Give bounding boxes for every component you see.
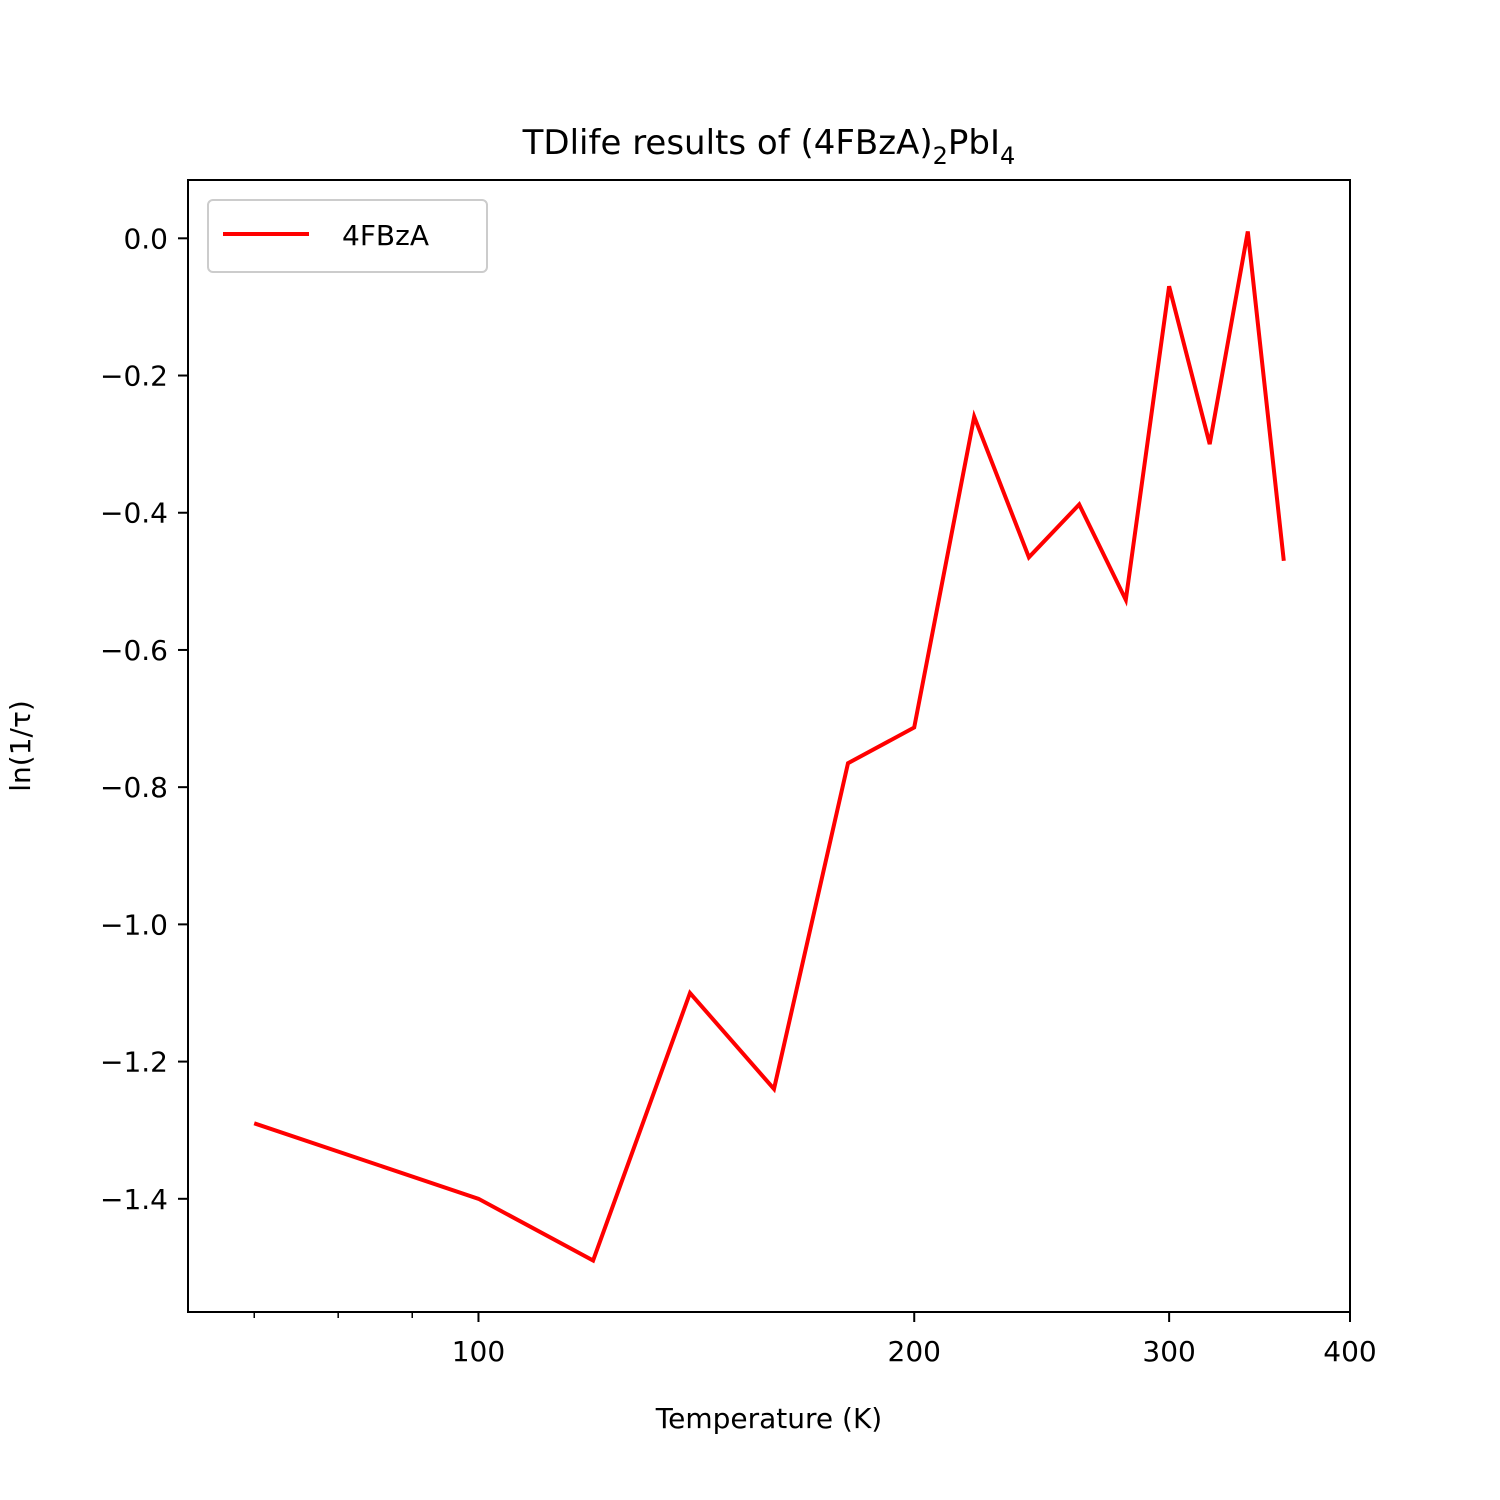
y-axis-ticks: 0.0 −0.2 −0.4 −0.6 −0.8 −1.0 −1.2 −1.4 [100, 222, 188, 1216]
x-tick-label: 300 [1142, 1335, 1195, 1368]
legend-label-4fbza: 4FBzA [342, 219, 429, 252]
y-tick-label: −0.8 [100, 771, 168, 804]
x-tick-label: 200 [888, 1335, 941, 1368]
y-tick-label: −1.4 [100, 1183, 168, 1216]
x-axis-label: Temperature (K) [655, 1402, 882, 1435]
series-layer [253, 231, 1286, 1264]
chart-title-subscript-1: 2 [933, 142, 948, 170]
plot-frame [187, 179, 1351, 1313]
y-tick-label: −0.4 [100, 497, 168, 530]
y-axis-label: ln(1/τ) [4, 700, 37, 791]
chart-title-mid: PbI [948, 123, 1000, 163]
plot-area [188, 180, 1350, 1312]
y-tick-label: −0.2 [100, 360, 168, 393]
legend: 4FBzA [207, 199, 488, 273]
chart-title-subscript-2: 4 [1000, 142, 1015, 170]
chart-title-main: TDlife results of (4FBzA) [522, 123, 933, 163]
y-tick-label: −1.0 [100, 908, 168, 941]
y-tick-label: −0.6 [100, 634, 168, 667]
x-tick-label: 100 [452, 1335, 505, 1368]
x-axis-ticks: 100 200 300 400 [253, 1312, 1377, 1368]
y-tick-label: 0.0 [123, 222, 168, 255]
x-tick-label: 400 [1323, 1335, 1376, 1368]
legend-box [207, 199, 488, 273]
y-tick-label: −1.2 [100, 1046, 168, 1079]
chart-title: TDlife results of (4FBzA)2PbI4 [522, 123, 1016, 170]
series-line-4fbza [253, 231, 1286, 1264]
